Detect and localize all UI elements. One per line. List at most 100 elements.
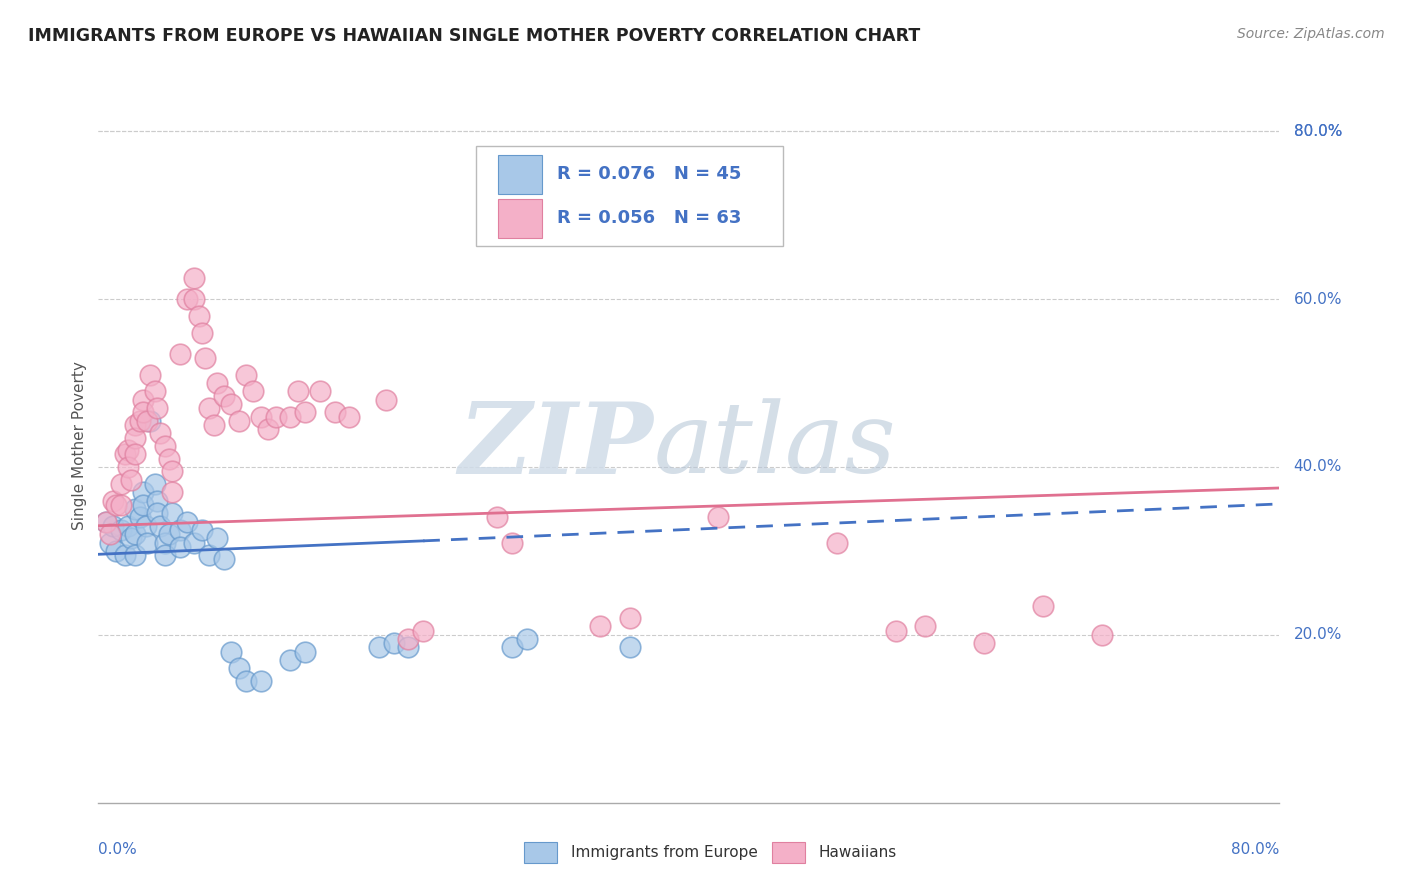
Text: Hawaiians: Hawaiians [818, 846, 897, 860]
Point [132, 392, 155, 407]
Point [323, 405, 346, 419]
Point [149, 426, 172, 441]
Point [294, 645, 316, 659]
Bar [498, 154, 543, 194]
Text: 20.0%: 20.0% [1294, 627, 1341, 642]
Bar [772, 842, 804, 863]
Text: 80.0%: 80.0% [1294, 124, 1341, 138]
Point [117, 460, 139, 475]
Point [183, 292, 205, 306]
Point [103, 493, 125, 508]
Point [135, 518, 157, 533]
Point [884, 624, 907, 638]
Point [162, 506, 183, 520]
Point [619, 640, 641, 655]
Point [136, 535, 159, 549]
Point [194, 351, 217, 365]
Text: 80.0%: 80.0% [1294, 124, 1341, 138]
Point [117, 518, 139, 533]
Point [1032, 599, 1054, 613]
Point [120, 532, 142, 546]
Point [398, 640, 420, 655]
Point [280, 653, 302, 667]
Point [183, 535, 205, 549]
Text: R = 0.056   N = 63: R = 0.056 N = 63 [557, 210, 741, 227]
Point [183, 271, 205, 285]
Point [309, 384, 332, 399]
Point [110, 476, 132, 491]
Text: 80.0%: 80.0% [1232, 842, 1279, 857]
Point [120, 473, 142, 487]
Point [191, 523, 214, 537]
Point [212, 552, 235, 566]
Point [124, 548, 146, 562]
Point [98, 527, 121, 541]
Point [146, 506, 169, 520]
Point [153, 439, 176, 453]
Point [339, 409, 361, 424]
Point [589, 619, 612, 633]
Point [176, 515, 198, 529]
Point [516, 632, 538, 646]
Text: 60.0%: 60.0% [1294, 292, 1343, 307]
Point [124, 527, 146, 541]
FancyBboxPatch shape [477, 146, 783, 246]
Text: Source: ZipAtlas.com: Source: ZipAtlas.com [1237, 27, 1385, 41]
Point [198, 401, 221, 416]
Point [146, 493, 169, 508]
Point [124, 447, 146, 461]
Text: atlas: atlas [654, 399, 896, 493]
Text: ZIP: ZIP [458, 398, 654, 494]
Point [294, 405, 316, 419]
Point [124, 417, 146, 432]
Point [105, 544, 128, 558]
Point [212, 389, 235, 403]
Point [110, 498, 132, 512]
Point [412, 624, 434, 638]
Point [94, 515, 117, 529]
Point [250, 409, 273, 424]
Point [114, 548, 136, 562]
Point [825, 535, 848, 549]
Point [114, 447, 136, 461]
Point [280, 409, 302, 424]
Point [368, 640, 391, 655]
Text: R = 0.076   N = 45: R = 0.076 N = 45 [557, 165, 741, 183]
Point [153, 548, 176, 562]
Point [228, 661, 250, 675]
Point [398, 632, 420, 646]
Point [143, 476, 166, 491]
Point [169, 540, 191, 554]
Point [707, 510, 730, 524]
Point [139, 414, 162, 428]
Y-axis label: Single Mother Poverty: Single Mother Poverty [72, 361, 87, 531]
Bar [523, 842, 557, 863]
Point [202, 417, 225, 432]
Point [132, 485, 155, 500]
Point [287, 384, 309, 399]
Point [169, 346, 191, 360]
Point [124, 431, 146, 445]
Point [973, 636, 995, 650]
Point [103, 518, 125, 533]
Point [235, 674, 257, 689]
Point [128, 510, 150, 524]
Point [501, 535, 523, 549]
Point [162, 464, 183, 478]
Text: IMMIGRANTS FROM EUROPE VS HAWAIIAN SINGLE MOTHER POVERTY CORRELATION CHART: IMMIGRANTS FROM EUROPE VS HAWAIIAN SINGL… [28, 27, 921, 45]
Text: 40.0%: 40.0% [1294, 459, 1341, 475]
Bar [498, 199, 543, 238]
Point [128, 414, 150, 428]
Point [94, 515, 117, 529]
Point [501, 640, 523, 655]
Point [250, 674, 273, 689]
Point [98, 535, 121, 549]
Point [1091, 628, 1114, 642]
Point [124, 502, 146, 516]
Point [157, 527, 180, 541]
Point [264, 409, 287, 424]
Point [198, 548, 221, 562]
Point [153, 535, 176, 549]
Point [205, 376, 228, 390]
Point [205, 532, 228, 546]
